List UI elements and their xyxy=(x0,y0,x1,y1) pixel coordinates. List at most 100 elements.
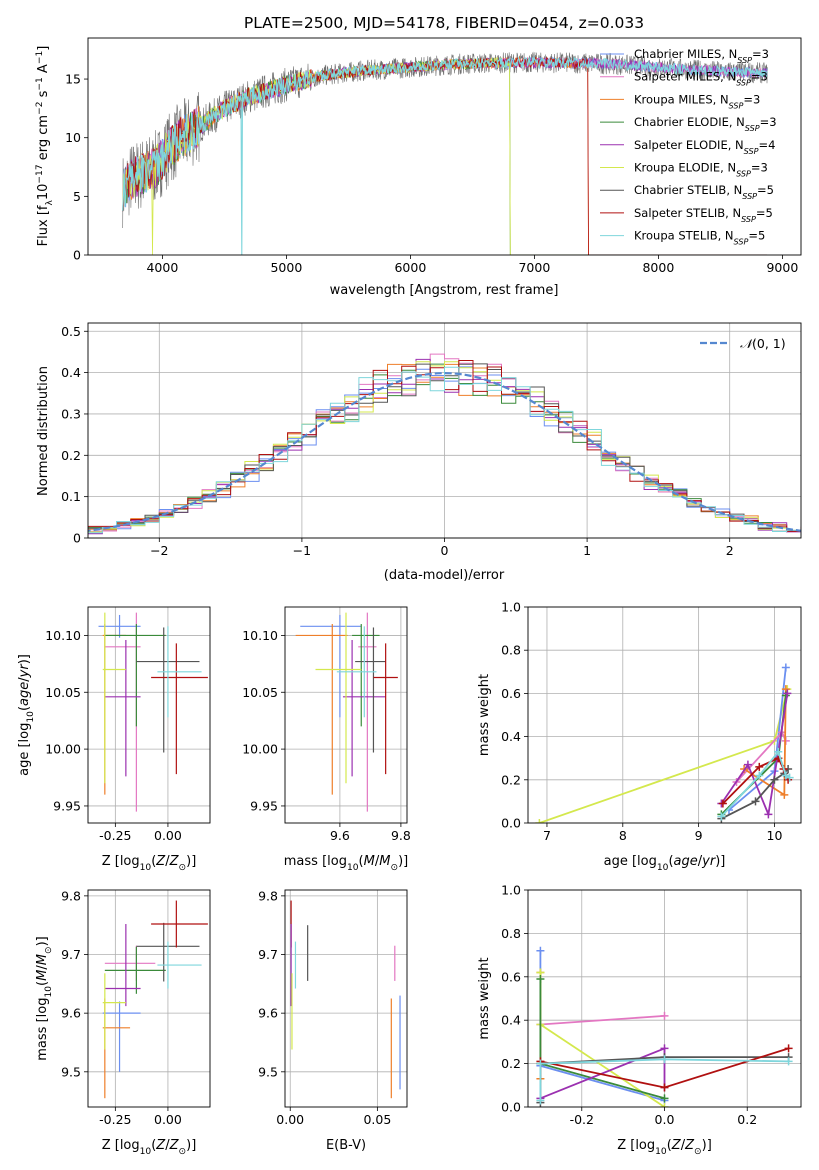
x-axis-label: (data-model)/error xyxy=(384,568,505,583)
x-tick-label: 0.00 xyxy=(276,1112,304,1127)
legend-label: Kroupa MILES, NSSP=3 xyxy=(634,92,760,110)
point-marker xyxy=(660,1011,669,1020)
x-axis-label: E(B-V) xyxy=(326,1138,366,1153)
axes-frame xyxy=(87,606,211,824)
panel-spectrum: 4000 5000 6000 7000 8000 9000 0 5 10 15 wavelength… xyxy=(35,37,802,298)
axes-frame xyxy=(87,37,802,256)
point-marker xyxy=(660,1103,669,1107)
y-tick-label: 9.5 xyxy=(258,1064,278,1079)
series-line xyxy=(540,1015,665,1026)
point-marker xyxy=(780,790,789,799)
point-marker xyxy=(783,689,792,698)
hist-kroupa_stelib xyxy=(88,366,801,535)
errorbar-kroupa_miles xyxy=(295,624,348,795)
series-kroupa_stelib xyxy=(536,1055,793,1105)
series-line xyxy=(539,972,665,1107)
x-tick-label: -0.2 xyxy=(570,1112,594,1127)
model-kroupa_miles xyxy=(122,56,767,255)
point-marker xyxy=(785,773,794,782)
y-axis-label: mass weight xyxy=(477,957,492,1039)
y-tick-label: 9.7 xyxy=(61,947,81,962)
y-tick-label: 9.8 xyxy=(61,888,81,903)
y-tick-label: 0.4 xyxy=(61,365,81,380)
point-marker xyxy=(660,1083,669,1092)
point-marker xyxy=(781,663,790,672)
x-tick-label: 0.00 xyxy=(154,828,182,843)
y-axis-label: mass weight xyxy=(477,674,492,756)
x-axis-label: mass [log10(M/M⊙)] xyxy=(284,854,408,873)
point-marker xyxy=(718,799,727,808)
point-marker xyxy=(784,1057,793,1066)
point-marker xyxy=(717,812,726,821)
y-tick-label: 0.8 xyxy=(501,643,521,658)
panel-mass_vs_ebv: 0.00 0.05 9.5 9.6 9.7 9.8 E(B-V) xyxy=(258,888,408,1153)
series-line xyxy=(539,688,789,823)
errorbar-salpeter_elodie xyxy=(104,924,141,1007)
errorbar-kroupa_elodie xyxy=(102,973,126,1050)
panel-age_vs_mass: 9.6 9.8 9.95 10.00 10.05 10.10 mass [log10(M/M… xyxy=(242,606,411,873)
point-marker xyxy=(751,797,760,806)
errorbar-chabrier_miles xyxy=(98,614,141,638)
series-kroupa_elodie xyxy=(536,968,669,1107)
x-tick-label: 4000 xyxy=(146,260,178,275)
y-axis-label: Normed distribution xyxy=(36,366,51,496)
point-marker xyxy=(743,760,752,769)
y-tick-label: 0.6 xyxy=(501,686,521,701)
x-tick-label: 0.0 xyxy=(655,1112,675,1127)
point-marker xyxy=(535,819,544,823)
y-tick-label: 10 xyxy=(65,130,81,145)
y-tick-label: 0.2 xyxy=(501,772,521,787)
y-tick-label: 0.2 xyxy=(501,1056,521,1071)
y-tick-label: 9.7 xyxy=(258,947,278,962)
plot-area xyxy=(290,900,401,1099)
errorbar-kroupa_stelib xyxy=(336,626,377,718)
point-marker xyxy=(770,775,779,784)
y-tick-label: 10.00 xyxy=(242,742,278,757)
errorbar-salpeter_miles xyxy=(104,612,141,812)
point-marker xyxy=(784,1044,793,1053)
point-marker xyxy=(660,1094,669,1103)
y-tick-label: 0.0 xyxy=(501,1100,521,1115)
x-tick-label: 7 xyxy=(543,828,551,843)
errorbar-chabrier_stelib xyxy=(355,627,386,753)
legend-label: Chabrier STELIB, NSSP=5 xyxy=(634,183,774,201)
x-tick-label: 10 xyxy=(767,828,783,843)
plot-area xyxy=(102,900,208,1099)
errorbar-salpeter_miles xyxy=(104,945,156,981)
y-tick-label: 0.0 xyxy=(501,816,521,831)
x-tick-label: 9 xyxy=(695,828,703,843)
plot-area xyxy=(88,353,801,537)
x-tick-label: 9000 xyxy=(766,260,798,275)
point-marker xyxy=(536,1059,545,1068)
errorbar-chabrier_miles xyxy=(102,1001,141,1072)
model-chabrier_elodie xyxy=(122,57,767,255)
model-kroupa_stelib xyxy=(122,55,768,255)
normal-curve xyxy=(88,371,801,532)
series-line xyxy=(539,950,665,1102)
point-marker xyxy=(536,946,545,955)
y-tick-label: 10.00 xyxy=(45,742,81,757)
legend-label: Salpeter MILES, NSSP=3 xyxy=(634,70,768,88)
y-tick-label: 1.0 xyxy=(501,600,521,615)
x-tick-label: 0.05 xyxy=(363,1112,391,1127)
errorbar-kroupa_elodie xyxy=(315,612,362,784)
y-tick-label: 0.4 xyxy=(501,1013,521,1028)
errorbar-salpeter_elodie xyxy=(104,639,141,777)
axes-frame xyxy=(284,606,408,824)
legend-label: Salpeter ELODIE, NSSP=4 xyxy=(634,138,775,156)
y-tick-label: 0.6 xyxy=(501,969,521,984)
y-tick-label: 0.4 xyxy=(501,729,521,744)
y-tick-label: 0 xyxy=(73,248,81,263)
y-tick-label: 10.05 xyxy=(242,685,278,700)
x-tick-label: 7000 xyxy=(518,260,550,275)
legend-label: Chabrier ELODIE, NSSP=3 xyxy=(634,115,777,133)
errorbar-chabrier_elodie xyxy=(104,946,166,994)
legend-label: Chabrier MILES, NSSP=3 xyxy=(634,47,769,65)
panel-weight_vs_Z: -0.2 0.0 0.2 0.0 0.2 0.4 0.6 0.8 1.0 Z [log10(Z/Z… xyxy=(477,883,802,1157)
x-tick-label: -0.25 xyxy=(99,1112,131,1127)
errorbar-salpeter_stelib xyxy=(151,900,208,948)
errorbar-kroupa_miles xyxy=(102,624,126,795)
x-tick-label: −1 xyxy=(293,543,311,558)
series-line xyxy=(539,979,665,1100)
